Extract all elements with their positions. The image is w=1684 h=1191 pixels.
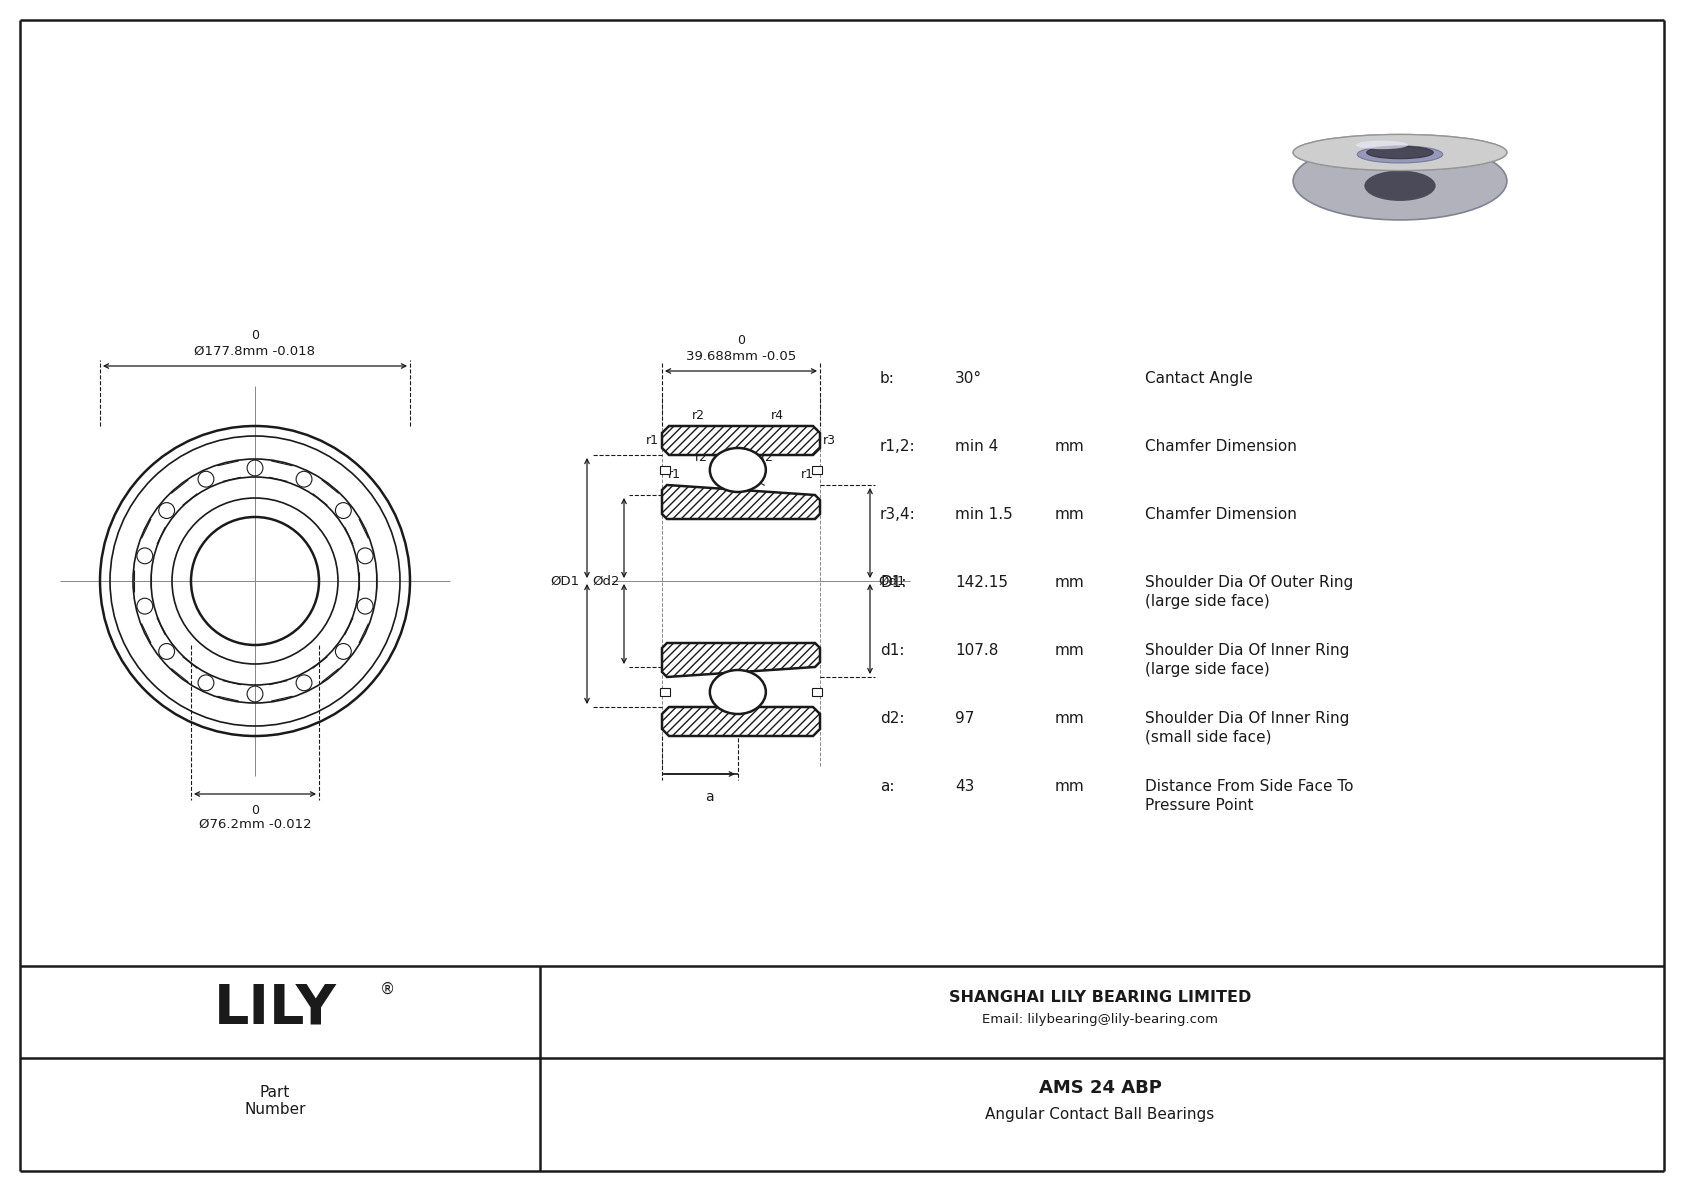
Ellipse shape (1357, 145, 1443, 163)
Text: min 4: min 4 (955, 439, 999, 454)
Text: 0: 0 (251, 329, 259, 342)
Ellipse shape (711, 448, 766, 492)
Text: a: a (706, 790, 714, 804)
Text: (small side face): (small side face) (1145, 730, 1271, 746)
Text: D1:: D1: (881, 575, 906, 590)
Text: r1: r1 (669, 468, 680, 481)
Ellipse shape (1356, 141, 1408, 149)
Text: Ø177.8mm -0.018: Ø177.8mm -0.018 (194, 345, 315, 358)
Text: Ød1: Ød1 (877, 574, 906, 587)
Text: mm: mm (1054, 643, 1084, 657)
Text: 142.15: 142.15 (955, 575, 1009, 590)
Text: 39.688mm -0.05: 39.688mm -0.05 (685, 350, 797, 363)
Bar (660, 688, 670, 696)
Text: mm: mm (1054, 779, 1084, 794)
Bar (812, 466, 822, 474)
Text: Distance From Side Face To: Distance From Side Face To (1145, 779, 1354, 794)
Text: a:: a: (881, 779, 894, 794)
Text: Pressure Point: Pressure Point (1145, 798, 1253, 813)
Bar (812, 688, 822, 696)
Text: r1,2:: r1,2: (881, 439, 916, 454)
Ellipse shape (1293, 135, 1507, 170)
Text: ®: ® (381, 981, 396, 997)
Text: 0: 0 (738, 333, 744, 347)
Text: r3,4:: r3,4: (881, 507, 916, 522)
Ellipse shape (1364, 170, 1436, 201)
Text: Part
Number: Part Number (244, 1085, 306, 1117)
Text: r4: r4 (771, 409, 783, 422)
Text: r2: r2 (692, 409, 706, 422)
Ellipse shape (1293, 142, 1507, 220)
Text: mm: mm (1054, 711, 1084, 727)
Polygon shape (662, 643, 820, 676)
Text: Shoulder Dia Of Inner Ring: Shoulder Dia Of Inner Ring (1145, 711, 1349, 727)
Text: Chamfer Dimension: Chamfer Dimension (1145, 439, 1297, 454)
Text: Ø76.2mm -0.012: Ø76.2mm -0.012 (199, 818, 312, 831)
Ellipse shape (1357, 145, 1443, 163)
Text: d1:: d1: (881, 643, 904, 657)
Text: SHANGHAI LILY BEARING LIMITED: SHANGHAI LILY BEARING LIMITED (948, 991, 1251, 1005)
Ellipse shape (1293, 135, 1507, 170)
Text: b:: b: (881, 372, 894, 386)
Text: d2:: d2: (881, 711, 904, 727)
Text: mm: mm (1054, 507, 1084, 522)
Text: 107.8: 107.8 (955, 643, 999, 657)
Text: ØD1: ØD1 (551, 574, 579, 587)
Polygon shape (662, 485, 820, 519)
Ellipse shape (1367, 146, 1433, 158)
Text: r2: r2 (695, 451, 707, 464)
Text: r1: r1 (802, 468, 813, 481)
Text: (large side face): (large side face) (1145, 594, 1270, 609)
Text: r1: r1 (647, 434, 658, 447)
Polygon shape (662, 426, 820, 455)
Text: r3: r3 (823, 434, 835, 447)
Text: 97: 97 (955, 711, 975, 727)
Text: mm: mm (1054, 439, 1084, 454)
Text: AMS 24 ABP: AMS 24 ABP (1039, 1079, 1162, 1097)
Text: mm: mm (1054, 575, 1084, 590)
Text: Email: lilybearing@lily-bearing.com: Email: lilybearing@lily-bearing.com (982, 1012, 1218, 1025)
Ellipse shape (1356, 141, 1408, 149)
Text: 43: 43 (955, 779, 975, 794)
Text: min 1.5: min 1.5 (955, 507, 1012, 522)
Bar (660, 466, 670, 474)
Text: (large side face): (large side face) (1145, 662, 1270, 676)
Polygon shape (662, 707, 820, 736)
Text: Chamfer Dimension: Chamfer Dimension (1145, 507, 1297, 522)
Text: b: b (743, 494, 751, 507)
Text: Ød2: Ød2 (593, 574, 620, 587)
Text: Angular Contact Ball Bearings: Angular Contact Ball Bearings (985, 1106, 1214, 1122)
Text: LILY: LILY (214, 981, 337, 1035)
Text: 30°: 30° (955, 372, 982, 386)
Text: Shoulder Dia Of Outer Ring: Shoulder Dia Of Outer Ring (1145, 575, 1354, 590)
Text: Shoulder Dia Of Inner Ring: Shoulder Dia Of Inner Ring (1145, 643, 1349, 657)
Text: Cantact Angle: Cantact Angle (1145, 372, 1253, 386)
Text: 0: 0 (251, 804, 259, 817)
Ellipse shape (711, 671, 766, 713)
Text: r2: r2 (761, 451, 775, 464)
Ellipse shape (1367, 146, 1433, 158)
